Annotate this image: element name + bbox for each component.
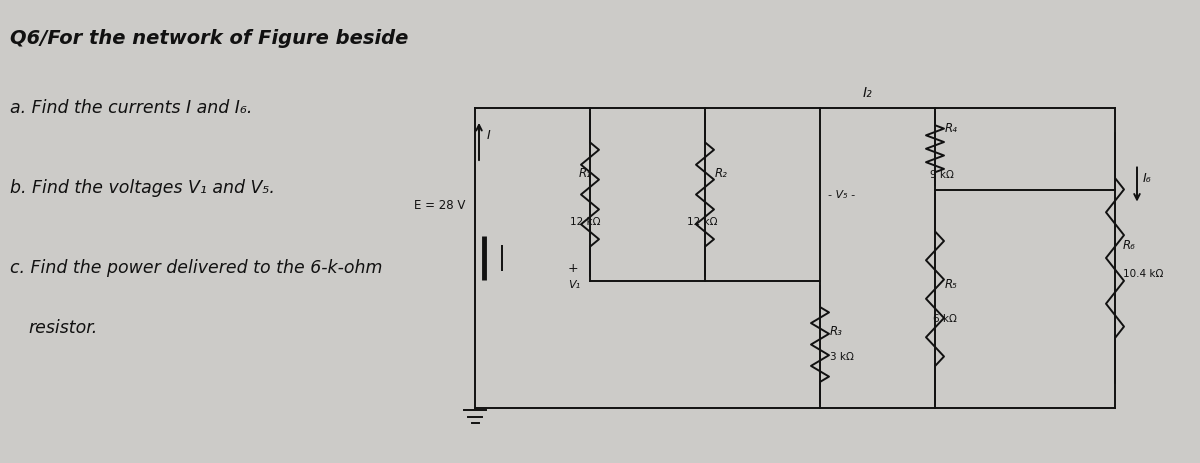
Text: R₆: R₆ <box>1123 238 1136 251</box>
Text: 12 kΩ: 12 kΩ <box>686 217 718 227</box>
Text: I₂: I₂ <box>863 86 872 100</box>
Text: Q6/For the network of Figure beside: Q6/For the network of Figure beside <box>10 29 408 48</box>
Text: V₁: V₁ <box>568 279 580 289</box>
Text: +: + <box>568 262 578 275</box>
Text: I: I <box>487 129 491 142</box>
Text: I₆: I₆ <box>1144 172 1152 185</box>
Text: 12 kΩ: 12 kΩ <box>570 217 600 227</box>
Text: c. Find the power delivered to the 6-k-ohm: c. Find the power delivered to the 6-k-o… <box>10 258 383 276</box>
Text: 10.4 kΩ: 10.4 kΩ <box>1123 269 1163 278</box>
Text: a. Find the currents I and I₆.: a. Find the currents I and I₆. <box>10 99 252 117</box>
Text: R₃: R₃ <box>830 325 842 338</box>
Text: R₄: R₄ <box>946 121 958 134</box>
Text: 6 kΩ: 6 kΩ <box>934 313 956 323</box>
Text: - V₅ -: - V₅ - <box>828 190 856 200</box>
Text: R₂: R₂ <box>715 167 728 180</box>
Text: resistor.: resistor. <box>28 319 97 336</box>
Text: 3 kΩ: 3 kΩ <box>830 352 854 362</box>
Text: R₁: R₁ <box>578 167 592 180</box>
Text: R₅: R₅ <box>946 277 958 290</box>
Text: E = 28 V: E = 28 V <box>414 199 466 212</box>
Text: b. Find the voltages V₁ and V₅.: b. Find the voltages V₁ and V₅. <box>10 179 275 197</box>
Text: 9 kΩ: 9 kΩ <box>930 169 954 179</box>
